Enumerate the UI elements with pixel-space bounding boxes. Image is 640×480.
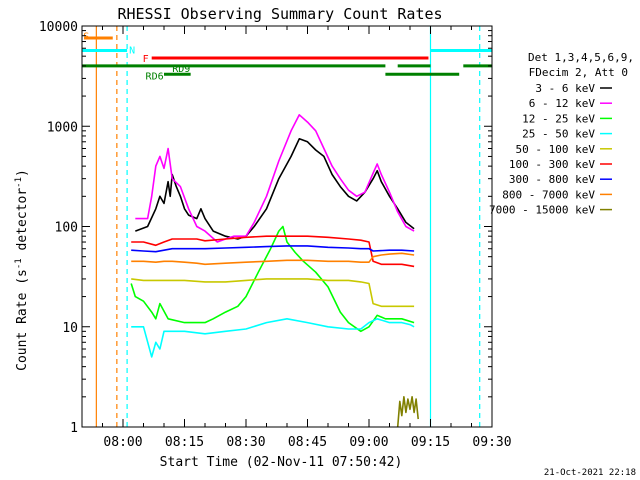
legend: Det 1,3,4,5,6,9, FDecim 2, Att 0 3 - 6 k… bbox=[489, 51, 634, 217]
series-line-0 bbox=[135, 138, 415, 240]
chart-title: RHESSI Observing Summary Count Rates bbox=[117, 5, 442, 23]
series-line-8 bbox=[396, 395, 419, 428]
y-axis-label-mid: detector bbox=[15, 188, 30, 259]
chart-marks: S NF RD9 RD6 bbox=[82, 26, 492, 428]
y-axis-label-main: Count Rate (s bbox=[15, 269, 30, 371]
y-axis-label-sup1: -1 bbox=[14, 258, 24, 269]
legend-label-1: 6 - 12 keV bbox=[529, 97, 596, 110]
legend-label-3: 25 - 50 keV bbox=[522, 128, 595, 141]
x-tick-label-6: 09:30 bbox=[472, 435, 511, 450]
status-label-3: RD9 bbox=[172, 64, 190, 75]
series-line-7 bbox=[131, 252, 415, 266]
x-tick-label-5: 09:15 bbox=[411, 435, 450, 450]
y-tick-label-2: 100 bbox=[55, 221, 78, 236]
legend-header-line-1: Det 1,3,4,5,6,9, bbox=[528, 51, 634, 64]
legend-label-0: 3 - 6 keV bbox=[535, 82, 595, 95]
legend-label-6: 300 - 800 keV bbox=[509, 173, 595, 186]
legend-label-5: 100 - 300 keV bbox=[509, 158, 595, 171]
legend-label-7: 800 - 7000 keV bbox=[502, 188, 595, 201]
x-axis-label: Start Time (02-Nov-11 07:50:42) bbox=[160, 455, 403, 470]
legend-label-4: 50 - 100 keV bbox=[516, 143, 596, 156]
x-tick-label-4: 09:00 bbox=[349, 435, 388, 450]
status-label-4: RD6 bbox=[146, 72, 164, 83]
y-tick-label-1: 10 bbox=[62, 321, 78, 336]
legend-header-line-2: FDecim 2, Att 0 bbox=[529, 66, 628, 79]
x-tick-label-0: 08:00 bbox=[103, 435, 142, 450]
series-line-2 bbox=[130, 225, 415, 333]
status-label-1: N bbox=[129, 46, 135, 57]
y-axis-label-sup2: -1 bbox=[14, 177, 24, 188]
series-line-1 bbox=[135, 114, 415, 243]
y-axis-label: Count Rate (s-1 detector-1) bbox=[14, 169, 30, 371]
legend-label-2: 12 - 25 keV bbox=[522, 112, 595, 125]
footer-timestamp: 21-Oct-2021 22:18 bbox=[544, 468, 636, 478]
status-label-2: F bbox=[143, 54, 149, 65]
series-line-4 bbox=[131, 278, 415, 308]
legend-label-8: 7000 - 15000 keV bbox=[489, 204, 595, 217]
status-label-0: S bbox=[83, 32, 89, 43]
y-tick-label-4: 10000 bbox=[39, 20, 78, 35]
series-line-6 bbox=[131, 245, 415, 253]
x-tick-label-3: 08:45 bbox=[288, 435, 327, 450]
series-line-5 bbox=[131, 235, 415, 268]
y-tick-label-3: 1000 bbox=[47, 120, 78, 135]
y-axis-label-end: ) bbox=[15, 169, 30, 177]
y-tick-label-0: 1 bbox=[70, 421, 78, 436]
x-tick-label-1: 08:15 bbox=[165, 435, 204, 450]
axes: 1 10 100 1000 10000 08:00 08:15 08:30 08:45 09:00… bbox=[39, 20, 512, 450]
x-tick-label-2: 08:30 bbox=[226, 435, 265, 450]
series-line-3 bbox=[131, 317, 415, 358]
